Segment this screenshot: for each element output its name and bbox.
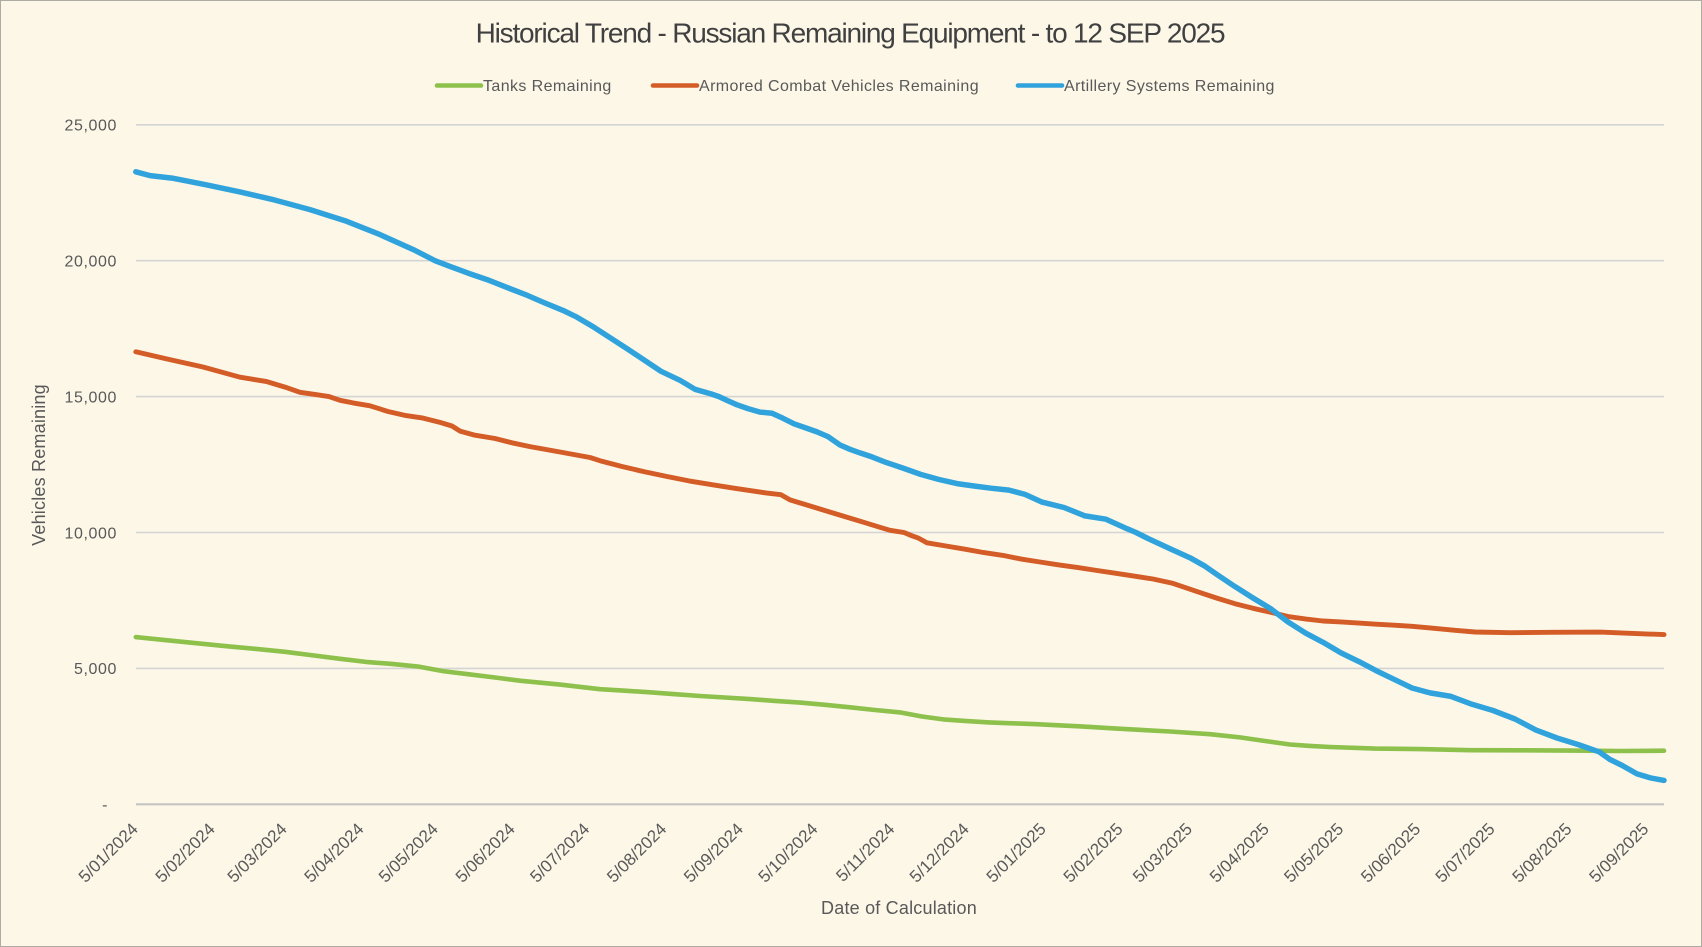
svg-text:-: -: [102, 797, 108, 814]
svg-text:Artillery Systems Remaining: Artillery Systems Remaining: [1064, 78, 1275, 95]
svg-text:Tanks Remaining: Tanks Remaining: [483, 78, 612, 95]
svg-text:5,000: 5,000: [74, 661, 117, 678]
svg-text:Armored Combat Vehicles Remain: Armored Combat Vehicles Remaining: [699, 78, 979, 95]
svg-text:25,000: 25,000: [64, 118, 117, 135]
svg-text:Date of Calculation: Date of Calculation: [821, 898, 977, 918]
svg-text:15,000: 15,000: [64, 389, 117, 406]
svg-text:Historical Trend - Russian Rem: Historical Trend - Russian Remaining Equ…: [476, 18, 1225, 49]
svg-text:10,000: 10,000: [64, 525, 117, 542]
svg-text:20,000: 20,000: [64, 254, 117, 271]
svg-text:Vehicles Remaining: Vehicles Remaining: [29, 384, 49, 546]
